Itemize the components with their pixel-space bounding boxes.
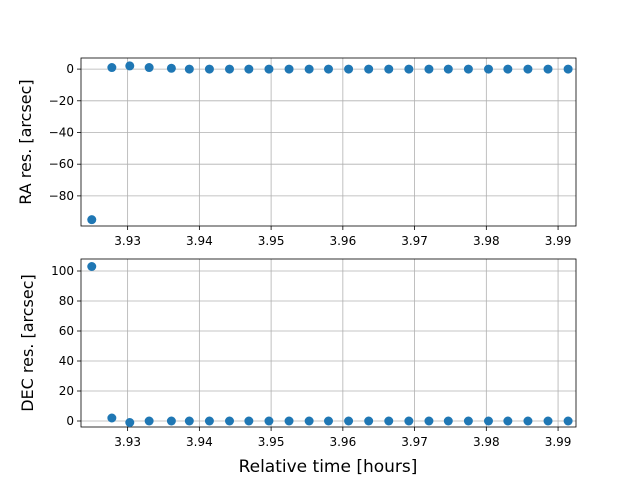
dec-data-point xyxy=(463,416,473,426)
ra-data-point xyxy=(463,64,473,74)
dec-data-point xyxy=(87,262,97,271)
dec-data-point xyxy=(483,416,493,426)
ra-x-tick-label: 3.98 xyxy=(473,234,500,248)
dec-y-tick-label: 60 xyxy=(59,324,74,338)
ra-data-point xyxy=(523,64,533,74)
ra-data-point xyxy=(443,64,453,74)
ra-y-tick-label: −40 xyxy=(49,125,74,139)
dec-data-point xyxy=(404,416,414,426)
dec-x-tick-label: 3.94 xyxy=(186,435,213,449)
dec-x-tick-label: 3.98 xyxy=(473,435,500,449)
dec-data-point xyxy=(125,418,135,427)
ra-data-point xyxy=(144,63,154,73)
dec-data-point xyxy=(543,416,553,426)
dec-data-point xyxy=(523,416,533,426)
dec-data-point xyxy=(384,416,394,426)
dec-y-tick-label: 80 xyxy=(59,294,74,308)
ra-data-point xyxy=(304,64,314,74)
dec-x-tick-label: 3.95 xyxy=(258,435,285,449)
dec-data-point xyxy=(144,416,154,426)
dec-data-point xyxy=(244,416,254,426)
dec-y-tick-label: 40 xyxy=(59,354,74,368)
ra-y-tick-label: −20 xyxy=(49,94,74,108)
ra-axes-frame xyxy=(80,57,577,227)
dec-axes-frame xyxy=(80,258,577,428)
dec-data-point xyxy=(424,416,434,426)
ra-x-tick-label: 3.96 xyxy=(329,234,356,248)
ra-data-point xyxy=(166,63,176,73)
ra-data-point xyxy=(264,64,274,74)
ra-data-point xyxy=(107,63,117,73)
ra-data-point xyxy=(483,64,493,74)
ra-x-tick-label: 3.93 xyxy=(114,234,141,248)
ra-residual-panel: 3.93 3.94 3.95 3.96 3.97 3.98 3.99 0 −20 −40 −60 −8… xyxy=(16,57,577,248)
dec-data-point xyxy=(443,416,453,426)
ra-x-tick-label: 3.99 xyxy=(545,234,572,248)
dec-y-tick-label: 100 xyxy=(51,264,74,278)
ra-y-tick-label: 0 xyxy=(66,62,74,76)
ra-y-tick-label: −60 xyxy=(49,157,74,171)
ra-data-point xyxy=(284,64,294,74)
ra-data-point xyxy=(404,64,414,74)
ra-data-point xyxy=(344,64,354,74)
dec-residual-panel: 3.93 3.94 3.95 3.96 3.97 3.98 3.99 0 20 40 60 80 100… xyxy=(18,258,577,477)
x-axis-label: Relative time [hours] xyxy=(239,457,418,477)
ra-data-point xyxy=(364,64,374,74)
dec-data-point xyxy=(204,416,214,426)
ra-data-point xyxy=(204,64,214,74)
ra-x-tick-label: 3.97 xyxy=(401,234,428,248)
dec-y-axis-label: DEC res. [arcsec] xyxy=(18,274,37,412)
dec-data-point xyxy=(264,416,274,426)
ra-y-tick-label: −80 xyxy=(49,189,74,203)
dec-data-point xyxy=(324,416,333,426)
ra-data-point xyxy=(244,64,254,74)
ra-data-point xyxy=(125,61,135,71)
dec-data-point xyxy=(166,416,176,426)
ra-data-point xyxy=(503,64,513,74)
dec-data-point xyxy=(225,416,234,426)
dec-x-tick-label: 3.99 xyxy=(545,435,572,449)
dec-y-tick-label: 20 xyxy=(59,384,74,398)
dec-data-point xyxy=(304,416,314,426)
dec-y-tick-label: 0 xyxy=(66,414,74,428)
dec-data-point xyxy=(344,416,354,426)
dec-data-point xyxy=(107,413,117,423)
dec-data-point xyxy=(364,416,374,426)
dec-data-point xyxy=(503,416,513,426)
ra-data-point xyxy=(184,64,194,74)
ra-x-tick-label: 3.95 xyxy=(258,234,285,248)
ra-data-point xyxy=(563,64,573,74)
dec-x-tick-label: 3.97 xyxy=(401,435,428,449)
dec-data-point xyxy=(284,416,294,426)
dec-data-point xyxy=(563,416,573,426)
ra-data-point xyxy=(424,64,434,74)
ra-data-point xyxy=(543,64,553,74)
ra-y-axis-label: RA res. [arcsec] xyxy=(16,79,35,204)
ra-data-point xyxy=(225,64,234,74)
dec-x-tick-label: 3.96 xyxy=(329,435,356,449)
ra-data-point xyxy=(384,64,394,74)
ra-data-point xyxy=(87,215,97,225)
dec-x-tick-label: 3.93 xyxy=(114,435,141,449)
dec-data-point xyxy=(184,416,194,426)
ra-x-tick-label: 3.94 xyxy=(186,234,213,248)
ra-data-point xyxy=(324,64,333,74)
